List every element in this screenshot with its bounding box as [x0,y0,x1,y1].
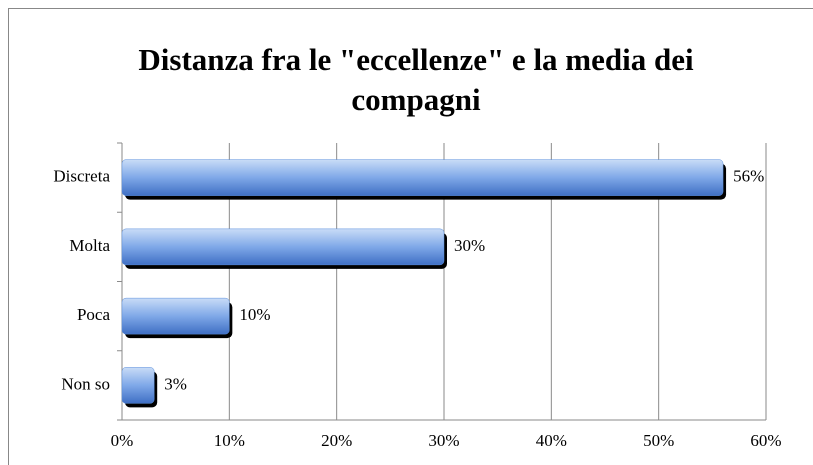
y-tick-label: Discreta [53,167,110,186]
chart-title: Distanza fra le "eccellenze" e la media … [138,42,694,117]
bar [121,228,445,266]
y-tick-label: Poca [77,305,111,324]
bar [121,367,155,404]
data-label: 30% [454,236,485,255]
x-tick-label: 40% [536,431,567,450]
x-tick-label: 60% [750,431,781,450]
chart-border [8,8,813,465]
bar [121,297,230,335]
x-tick-label: 10% [214,431,245,450]
y-tick-label: Molta [69,236,110,255]
data-label: 3% [164,374,187,393]
x-tick-label: 30% [428,431,459,450]
data-label: 10% [239,305,270,324]
x-tick-label: 20% [321,431,352,450]
data-label: 56% [733,167,764,186]
x-tick-label: 0% [111,431,134,450]
bar [121,159,724,196]
x-tick-label: 50% [643,431,674,450]
y-tick-label: Non so [61,374,110,393]
